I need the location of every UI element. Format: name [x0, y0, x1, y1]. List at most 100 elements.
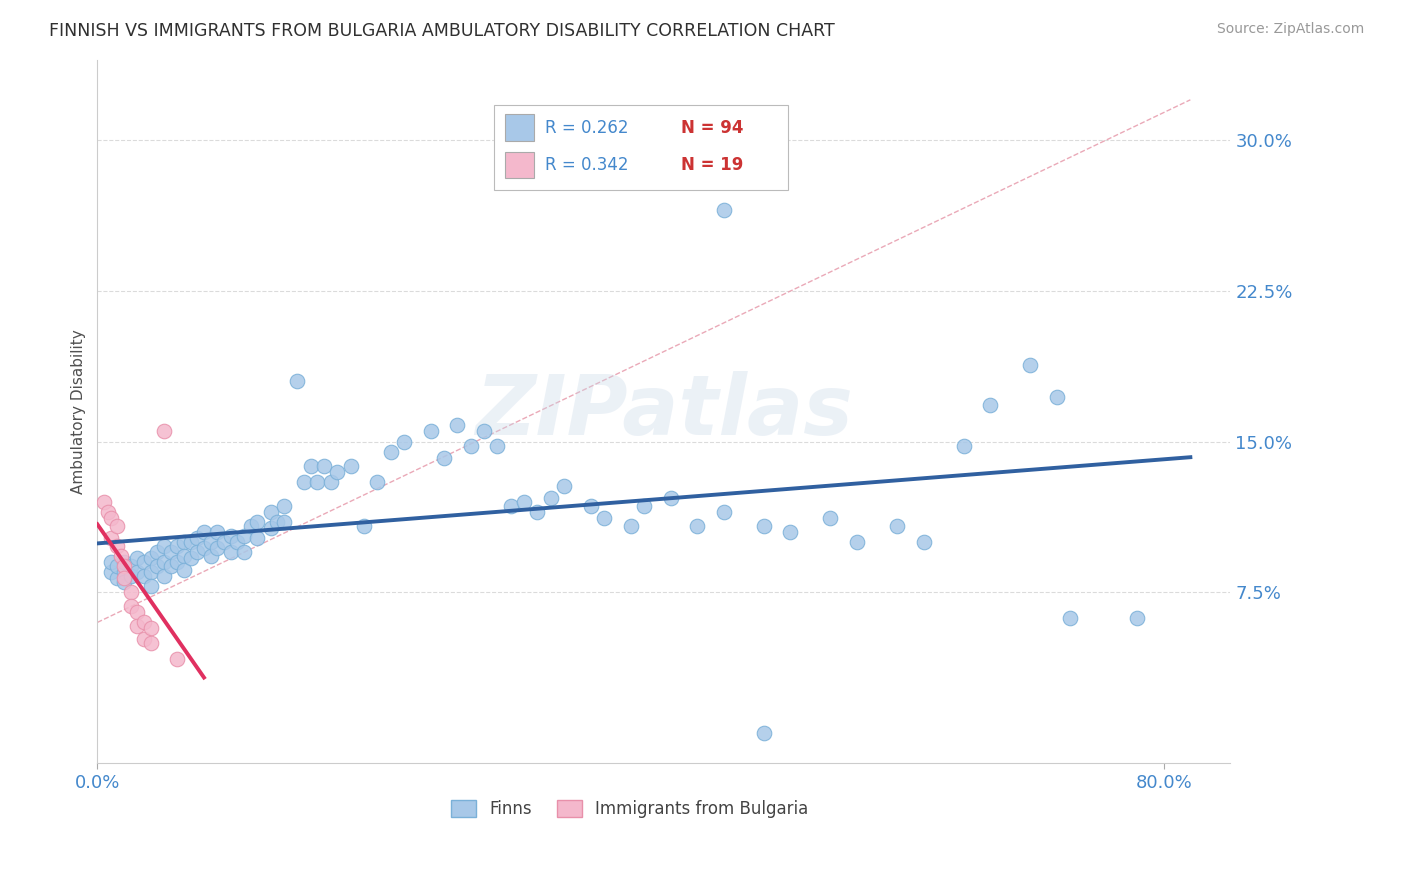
Point — [553, 479, 575, 493]
Point — [460, 438, 482, 452]
Text: N = 94: N = 94 — [681, 119, 744, 136]
Point — [139, 622, 162, 636]
Point — [366, 475, 388, 489]
Point — [952, 438, 974, 452]
Point — [619, 519, 641, 533]
Point — [526, 505, 548, 519]
Point — [592, 511, 614, 525]
Point — [112, 575, 135, 590]
Point — [139, 635, 162, 649]
Point — [105, 571, 128, 585]
Text: R = 0.342: R = 0.342 — [546, 156, 628, 174]
Point — [713, 203, 735, 218]
Point — [120, 585, 142, 599]
Point — [540, 491, 562, 505]
Point — [207, 541, 229, 555]
Point — [159, 545, 181, 559]
Point — [105, 519, 128, 533]
Point — [353, 519, 375, 533]
Point — [146, 545, 169, 559]
Point — [193, 524, 215, 539]
Y-axis label: Ambulatory Disability: Ambulatory Disability — [72, 329, 86, 494]
Point — [259, 521, 281, 535]
Point — [93, 495, 115, 509]
Point — [127, 551, 149, 566]
Point — [1019, 358, 1042, 372]
Point — [193, 541, 215, 555]
Point — [326, 465, 349, 479]
Point — [979, 398, 1001, 412]
Point — [273, 515, 295, 529]
Point — [713, 505, 735, 519]
Point — [307, 475, 329, 489]
Point — [752, 519, 775, 533]
Point — [132, 555, 155, 569]
Point — [446, 418, 468, 433]
Text: R = 0.262: R = 0.262 — [546, 119, 628, 136]
Text: FINNISH VS IMMIGRANTS FROM BULGARIA AMBULATORY DISABILITY CORRELATION CHART: FINNISH VS IMMIGRANTS FROM BULGARIA AMBU… — [49, 22, 835, 40]
Point — [339, 458, 361, 473]
Point — [166, 651, 188, 665]
Point — [180, 551, 202, 566]
Point — [233, 529, 256, 543]
Point — [1126, 611, 1149, 625]
Text: ZIPatlas: ZIPatlas — [475, 371, 853, 452]
Point — [579, 499, 602, 513]
Point — [105, 539, 128, 553]
Point — [159, 559, 181, 574]
Point — [127, 619, 149, 633]
Point — [259, 505, 281, 519]
Point — [312, 458, 335, 473]
Point — [273, 499, 295, 513]
Point — [120, 599, 142, 614]
Point — [433, 450, 456, 465]
Point — [173, 535, 195, 549]
Point — [392, 434, 415, 449]
Point — [419, 425, 441, 439]
Point — [100, 531, 122, 545]
Point — [127, 565, 149, 579]
Point — [246, 531, 269, 545]
Point — [779, 524, 801, 539]
Point — [112, 559, 135, 574]
Point — [219, 545, 242, 559]
Point — [219, 529, 242, 543]
FancyBboxPatch shape — [494, 105, 789, 190]
Point — [105, 559, 128, 574]
Point — [226, 535, 249, 549]
Point — [513, 495, 536, 509]
Text: N = 19: N = 19 — [681, 156, 744, 174]
Point — [486, 438, 509, 452]
Point — [380, 444, 402, 458]
Point — [132, 569, 155, 583]
Point — [153, 569, 176, 583]
Point — [207, 524, 229, 539]
Point — [132, 615, 155, 630]
Point — [266, 515, 288, 529]
Point — [846, 535, 869, 549]
Point — [139, 579, 162, 593]
Point — [233, 545, 256, 559]
Point — [292, 475, 315, 489]
Point — [299, 458, 322, 473]
Point — [173, 549, 195, 563]
Text: Source: ZipAtlas.com: Source: ZipAtlas.com — [1216, 22, 1364, 37]
Point — [912, 535, 935, 549]
Point — [633, 499, 655, 513]
Point — [319, 475, 342, 489]
Point — [659, 491, 682, 505]
Point — [153, 555, 176, 569]
Point — [153, 425, 176, 439]
Point — [139, 565, 162, 579]
Point — [97, 505, 120, 519]
Point — [472, 425, 495, 439]
Point — [166, 539, 188, 553]
Point — [100, 555, 122, 569]
Point — [166, 555, 188, 569]
Point — [100, 565, 122, 579]
Point — [146, 559, 169, 574]
Point — [153, 539, 176, 553]
Point — [752, 726, 775, 740]
Point — [200, 535, 222, 549]
Point — [127, 606, 149, 620]
